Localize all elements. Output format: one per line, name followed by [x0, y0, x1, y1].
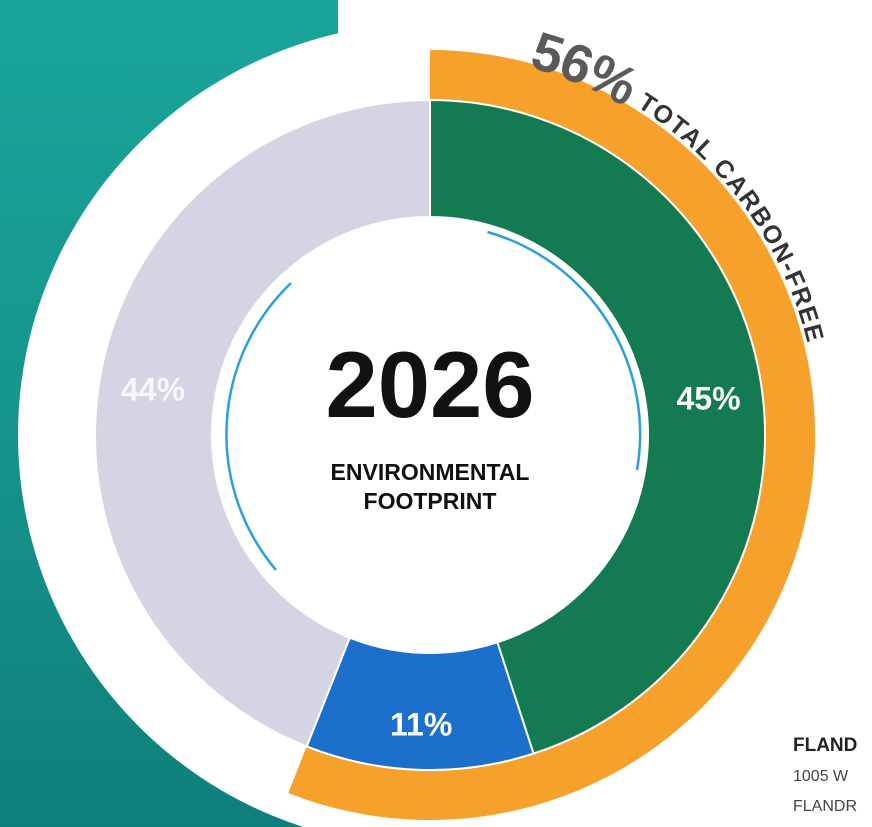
- decor-arc: [225, 282, 292, 571]
- center-subtitle: ENVIRONMENTAL: [331, 459, 530, 485]
- center-hole: [212, 217, 648, 653]
- decor-arc: [487, 230, 642, 471]
- center-subtitle: FOOTPRINT: [364, 488, 497, 514]
- value-label: 44%: [121, 372, 185, 408]
- donut: 45% 11% 44%: [94, 50, 815, 820]
- value-label: 11%: [390, 706, 452, 742]
- value-label: 45%: [677, 380, 741, 416]
- footer-heading: FLAND: [793, 735, 857, 756]
- center-title: 2026: [325, 332, 534, 437]
- footer-line: 1005 W: [793, 768, 849, 785]
- footer-line: FLANDR: [793, 798, 857, 815]
